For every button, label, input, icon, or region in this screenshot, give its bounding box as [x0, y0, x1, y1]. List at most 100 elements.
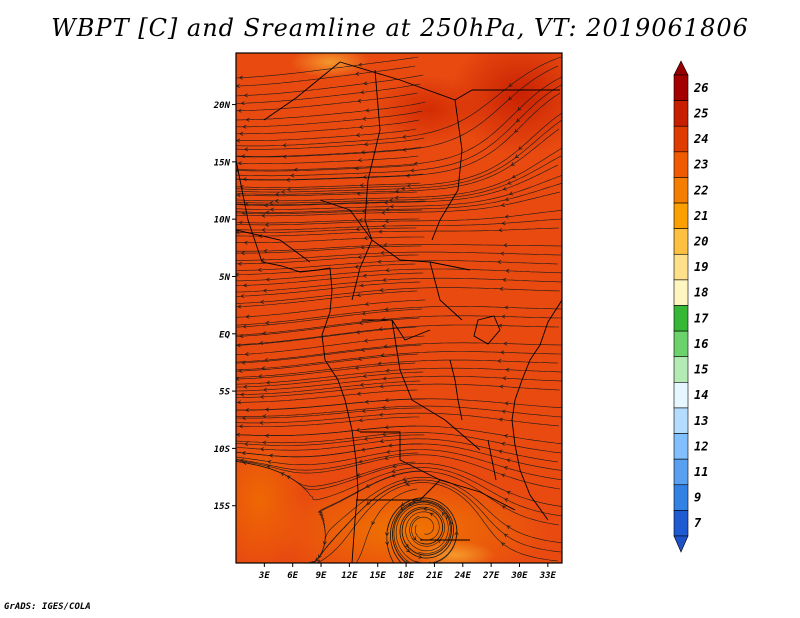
- streamline-arrow: [364, 200, 369, 205]
- streamline-arrow: [504, 214, 509, 219]
- streamline: [236, 56, 562, 147]
- streamline-arrow: [514, 154, 519, 159]
- streamline-arrow: [363, 142, 369, 147]
- streamline-arrow: [385, 541, 390, 546]
- streamline-arrow: [237, 161, 242, 166]
- streamline-arrow: [260, 447, 265, 452]
- streamline-arrow: [268, 453, 274, 458]
- streamline-arrow: [497, 260, 502, 264]
- streamline: [236, 290, 418, 308]
- lat-tick-label: 15S: [214, 502, 231, 512]
- streamline-arrow: [360, 347, 365, 352]
- streamline-arrow: [441, 511, 446, 517]
- streamline-arrow: [500, 350, 505, 355]
- colorbar-label: 11: [694, 465, 708, 479]
- streamline-arrow: [257, 267, 262, 272]
- streamline-arrow: [237, 400, 242, 405]
- streamline-arrow: [274, 198, 279, 203]
- streamline-arrow: [395, 189, 400, 194]
- colorbar-segment: [673, 253, 689, 281]
- streamline-arrow: [362, 175, 367, 180]
- colorbar-label: 16: [694, 337, 708, 351]
- streamline-arrow: [238, 424, 243, 429]
- streamline-arrow: [381, 210, 386, 215]
- streamline-arrow: [402, 134, 407, 139]
- streamline-arrow: [266, 380, 271, 385]
- streamline-arrow: [384, 307, 389, 312]
- streamline: [236, 147, 562, 202]
- colorbar-label: 23: [693, 158, 708, 172]
- colorbar-bottom-arrow: [673, 535, 689, 553]
- streamline-arrow: [384, 425, 389, 430]
- streamline-arrow: [275, 192, 280, 197]
- streamline-arrow: [365, 484, 370, 488]
- streamline-arrow: [290, 173, 295, 178]
- streamline-arrow: [499, 286, 504, 291]
- streamline-arrow: [244, 147, 249, 152]
- streamline-arrow: [236, 272, 239, 277]
- streamline: [236, 412, 560, 427]
- streamline-arrow: [362, 273, 367, 278]
- lon-tick-label: 6E: [287, 571, 298, 581]
- streamline-arrow: [497, 359, 502, 364]
- latitude-axis: 20N 15N 10N 5N EQ 5S 10S 15S: [213, 101, 236, 512]
- streamline-arrow: [498, 417, 503, 422]
- colorbar-segment: [673, 228, 689, 255]
- streamline-arrow: [364, 301, 369, 306]
- streamline: [236, 287, 561, 304]
- streamline-arrow: [259, 420, 264, 425]
- streamline-arrow: [243, 283, 248, 288]
- streamline-arrow: [377, 361, 382, 366]
- streamline-arrow: [454, 530, 459, 535]
- streamline-arrow: [505, 367, 510, 372]
- border-lines: [236, 61, 560, 541]
- streamline-arrow: [261, 228, 266, 233]
- streamline-arrow: [241, 416, 246, 421]
- streamline-arrow: [361, 408, 366, 413]
- streamline-arrow: [239, 334, 244, 339]
- lon-tick-label: 18E: [398, 571, 415, 581]
- streamline-arrow: [357, 98, 362, 103]
- streamline-arrow: [391, 473, 396, 478]
- streamline-arrow: [501, 505, 507, 510]
- lat-tick-label: 10N: [214, 216, 231, 226]
- streamline-arrow: [383, 242, 388, 247]
- streamline-arrow: [508, 191, 514, 196]
- streamline: [236, 65, 416, 87]
- streamline: [386, 497, 458, 563]
- streamline: [236, 434, 425, 446]
- streamline-arrow: [429, 512, 434, 517]
- streamline-arrow: [377, 259, 382, 264]
- colorbar-segment: [673, 202, 689, 229]
- streamline-arrow: [501, 542, 506, 547]
- streamline-arrow: [358, 459, 363, 464]
- streamline: [236, 74, 424, 97]
- streamline: [236, 326, 417, 346]
- streamline-arrow: [385, 268, 390, 273]
- map-frame: [235, 52, 563, 564]
- streamline-arrow: [389, 204, 394, 209]
- colorbar: 26 25 24 23 22 21 20 19 18 17 16 15 14 13 12 11 9 7: [673, 60, 709, 553]
- streamline: [236, 407, 423, 419]
- streamline-arrow: [501, 221, 506, 226]
- streamline-arrow: [282, 143, 287, 148]
- streamline-arrow: [506, 525, 511, 530]
- streamline: [236, 146, 422, 157]
- streamline-arrow: [360, 150, 365, 155]
- lake-tanganyika: [449, 359, 463, 421]
- streamline-arrow: [378, 412, 384, 417]
- streamline: [236, 425, 562, 445]
- colorbar-segment: [673, 279, 689, 306]
- streamline-arrow: [286, 187, 291, 192]
- streamline-arrow: [391, 469, 396, 473]
- lat-tick-label: 15N: [214, 158, 231, 168]
- streamline-arrow: [503, 243, 508, 248]
- streamline-arrow: [384, 219, 389, 224]
- streamline-arrow: [237, 261, 242, 266]
- streamline-arrow: [267, 459, 272, 464]
- streamline-arrow: [265, 320, 270, 325]
- streamline-arrow: [500, 203, 505, 207]
- lon-tick-label: 12E: [341, 571, 358, 581]
- streamline-arrow: [362, 116, 367, 121]
- wbpt-max-northeast: [450, 53, 562, 155]
